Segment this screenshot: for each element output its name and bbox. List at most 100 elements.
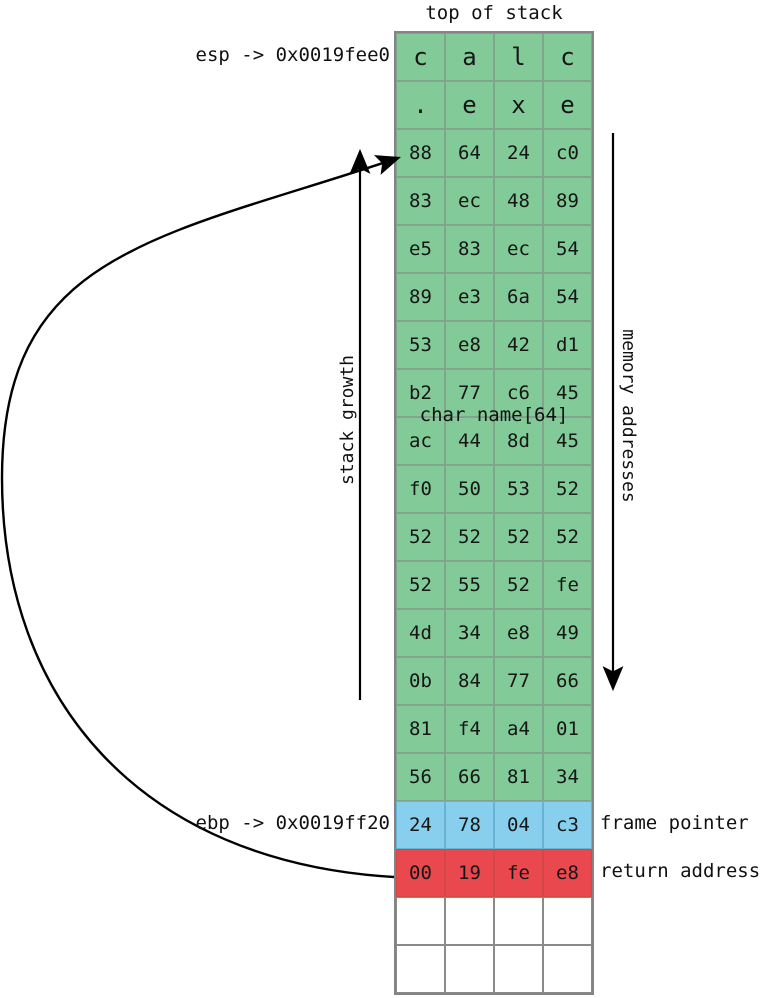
stack-cell: 44 (445, 417, 494, 465)
stack-cell: 66 (543, 657, 592, 705)
stack-row: 88 64 24 c0 (396, 129, 592, 177)
stack-cell: 0b (396, 657, 445, 705)
stack-cell (396, 945, 445, 993)
stack-cell: 19 (445, 849, 494, 897)
esp-pointer-label: esp -> 0x0019fee0 (195, 44, 390, 66)
stack-row: 53 e8 42 d1 (396, 321, 592, 369)
stack-cell: 45 (543, 417, 592, 465)
stack-memory-grid: c a l c. e x e 88 64 24 c0 83 ec 48 89 e5 83 ec 54 89 e3 6a 54… (394, 31, 594, 995)
stack-cell: 52 (494, 561, 543, 609)
stack-cell: 83 (445, 225, 494, 273)
stack-cell: e8 (494, 609, 543, 657)
stack-row: 56 66 81 34 (396, 753, 592, 801)
stack-cell: a4 (494, 705, 543, 753)
stack-cell: b2 (396, 369, 445, 417)
stack-cell: 55 (445, 561, 494, 609)
stack-cell: c0 (543, 129, 592, 177)
stack-cell: e (445, 81, 494, 129)
stack-cell (396, 897, 445, 945)
stack-row: b2 77 c6 45 (396, 369, 592, 417)
stack-cell: 52 (396, 561, 445, 609)
stack-row: 89 e3 6a 54 (396, 273, 592, 321)
stack-cell: 77 (445, 369, 494, 417)
stack-row: 52 52 52 52 (396, 513, 592, 561)
top-of-stack-label: top of stack (425, 2, 563, 24)
buffer-name-label: char name[64] (419, 404, 569, 426)
stack-cell: 50 (445, 465, 494, 513)
stack-row (396, 945, 592, 993)
stack-cell: 64 (445, 129, 494, 177)
stack-cell: 78 (445, 801, 494, 849)
stack-cell: e8 (445, 321, 494, 369)
stack-cell: 81 (396, 705, 445, 753)
stack-cell: 53 (396, 321, 445, 369)
return-address-overwrite-arrow (0, 155, 401, 879)
stack-cell: e3 (445, 273, 494, 321)
stack-cell: 24 (396, 801, 445, 849)
stack-cell: 81 (494, 753, 543, 801)
stack-row: e5 83 ec 54 (396, 225, 592, 273)
stack-cell: 8d (494, 417, 543, 465)
stack-row: 81 f4 a4 01 (396, 705, 592, 753)
stack-cell: x (494, 81, 543, 129)
frame-pointer-label: frame pointer (600, 812, 749, 834)
stack-cell: 56 (396, 753, 445, 801)
stack-row: 52 55 52 fe (396, 561, 592, 609)
stack-row (396, 897, 592, 945)
stack-cell: 52 (543, 465, 592, 513)
stack-cell: 83 (396, 177, 445, 225)
stack-row: f0 50 53 52 (396, 465, 592, 513)
memory-addresses-label: memory addresses (617, 329, 639, 503)
stack-row: 83 ec 48 89 (396, 177, 592, 225)
stack-cell: 89 (543, 177, 592, 225)
stack-cell (445, 897, 494, 945)
stack-cell: f4 (445, 705, 494, 753)
stack-growth-label: stack growth (337, 354, 359, 486)
stack-cell: e5 (396, 225, 445, 273)
stack-cell: 34 (543, 753, 592, 801)
stack-row: 0b 84 77 66 (396, 657, 592, 705)
stack-cell: 88 (396, 129, 445, 177)
ebp-pointer-label: ebp -> 0x0019ff20 (195, 812, 390, 834)
stack-cell: l (494, 33, 543, 81)
stack-cell: 42 (494, 321, 543, 369)
stack-cell: c6 (494, 369, 543, 417)
stack-row: ac 44 8d 45 (396, 417, 592, 465)
stack-cell (494, 897, 543, 945)
stack-cell: 84 (445, 657, 494, 705)
stack-cell: 89 (396, 273, 445, 321)
stack-cell (543, 897, 592, 945)
stack-cell: 52 (543, 513, 592, 561)
stack-cell: c3 (543, 801, 592, 849)
stack-cell: e8 (543, 849, 592, 897)
stack-cell: . (396, 81, 445, 129)
stack-cell: e (543, 81, 592, 129)
stack-cell: 54 (543, 273, 592, 321)
stack-row: 24 78 04 c3 (396, 801, 592, 849)
stack-cell (494, 945, 543, 993)
stack-cell: 77 (494, 657, 543, 705)
stack-cell: 54 (543, 225, 592, 273)
stack-cell: 52 (396, 513, 445, 561)
stack-cell: 66 (445, 753, 494, 801)
stack-cell: 6a (494, 273, 543, 321)
stack-cell: fe (494, 849, 543, 897)
stack-cell (543, 945, 592, 993)
stack-cell: ec (494, 225, 543, 273)
stack-cell: ec (445, 177, 494, 225)
stack-cell: ac (396, 417, 445, 465)
stack-cell: fe (543, 561, 592, 609)
stack-cell: 04 (494, 801, 543, 849)
stack-cell (445, 945, 494, 993)
stack-cell: c (396, 33, 445, 81)
stack-cell: 4d (396, 609, 445, 657)
stack-row: 4d 34 e8 49 (396, 609, 592, 657)
stack-cell: d1 (543, 321, 592, 369)
stack-cell: c (543, 33, 592, 81)
stack-cell: 52 (494, 513, 543, 561)
return-address-label: return address (600, 860, 761, 882)
stack-cell: f0 (396, 465, 445, 513)
